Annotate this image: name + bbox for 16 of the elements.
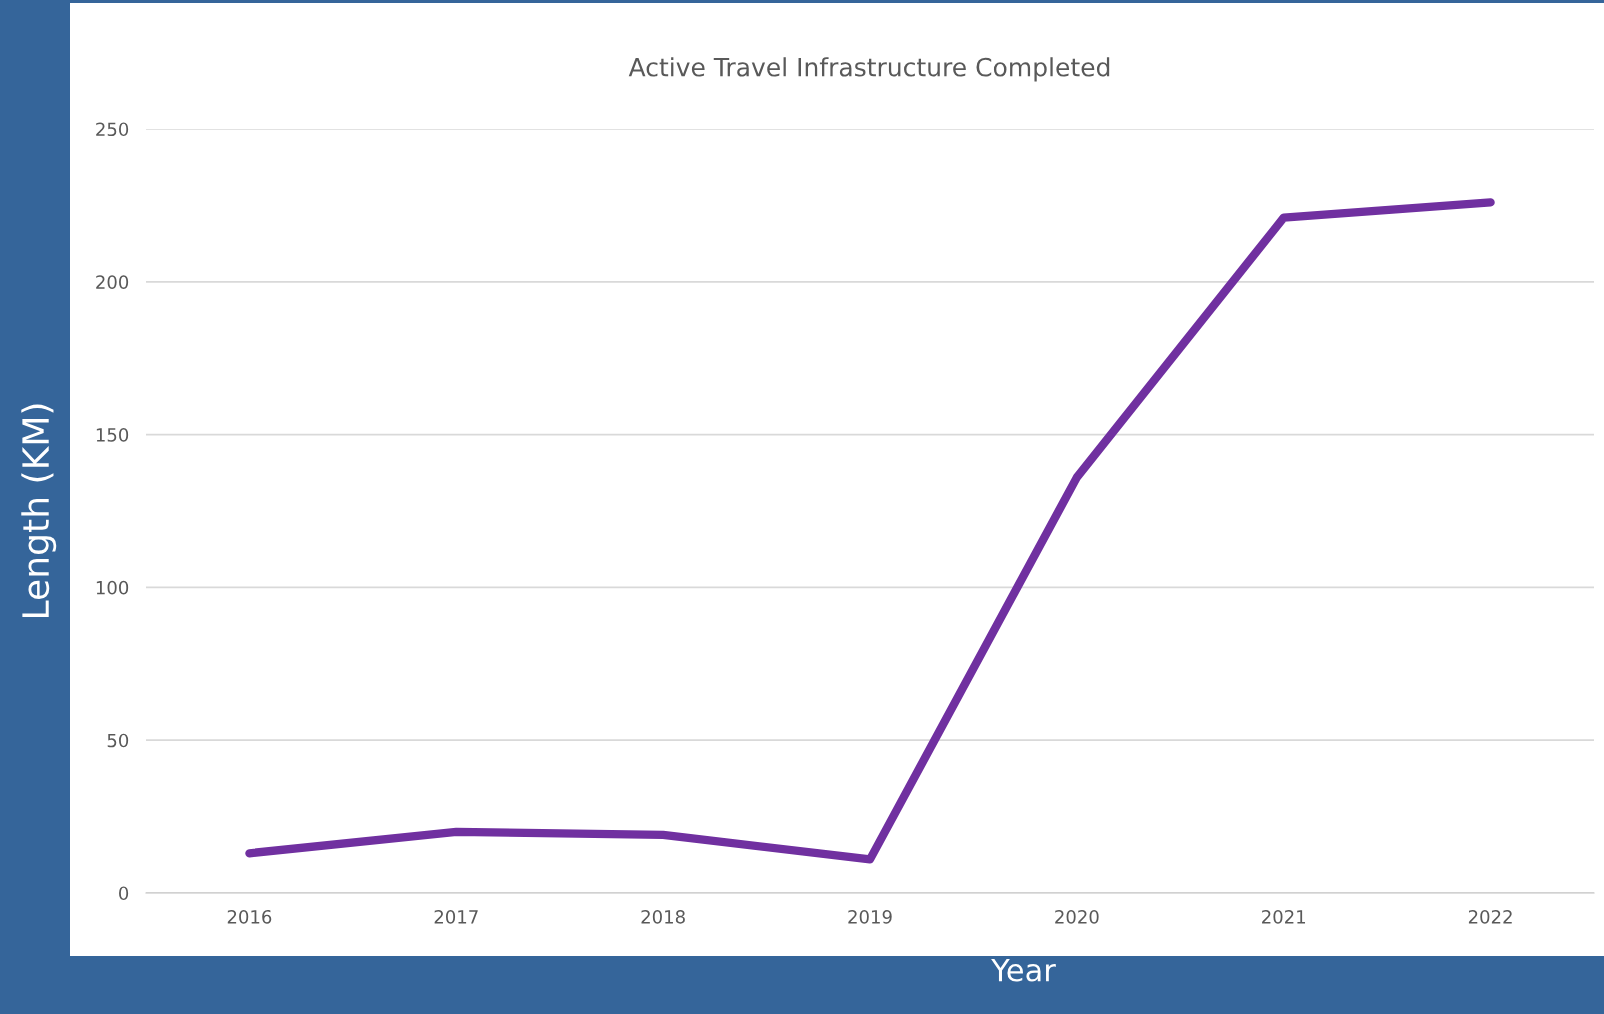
x-tick-label: 2017 (434, 909, 478, 924)
x-tick-label: 2021 (1262, 909, 1306, 924)
y-tick-label: 200 (96, 275, 129, 289)
x-axis-title: Year (991, 958, 1056, 982)
y-tick-label: 50 (107, 733, 129, 748)
y-tick-label: 150 (96, 428, 129, 442)
y-tick-label: 100 (96, 580, 129, 595)
x-tick-label: 2022 (1468, 909, 1512, 924)
x-tick-label: 2016 (227, 909, 272, 924)
x-tick-label: 2019 (848, 909, 892, 924)
x-tick-label: 2018 (641, 909, 685, 924)
y-tick-label: 0 (119, 886, 129, 901)
x-tick-label: 2020 (1055, 909, 1099, 924)
y-tick-label: 250 (96, 122, 129, 137)
chart-title: Active Travel Infrastructure Completed (628, 57, 1110, 82)
y-axis-title: Length (KM) (21, 404, 57, 617)
